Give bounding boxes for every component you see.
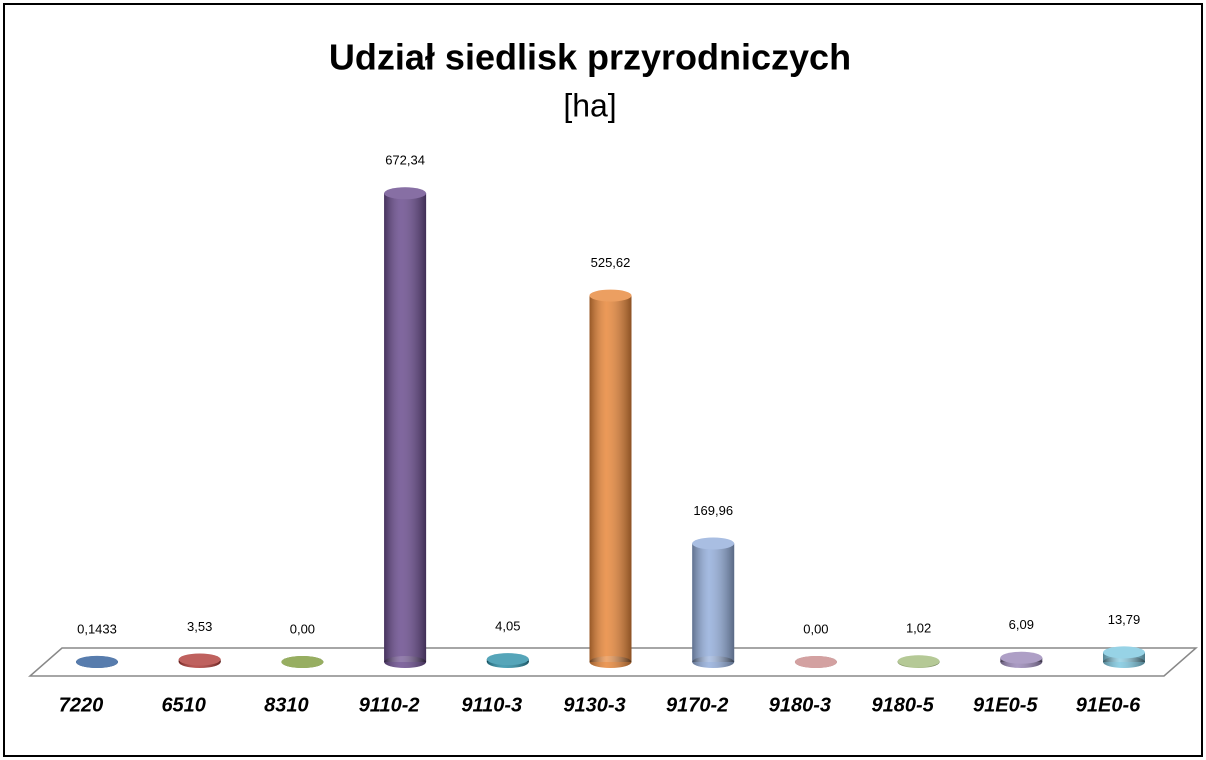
bar-body-shade [589, 295, 632, 662]
bar-top [384, 187, 427, 200]
bar [794, 656, 837, 668]
bar [1000, 651, 1043, 668]
bar-body-shade [384, 193, 427, 663]
bar-top-light [1103, 646, 1145, 659]
bar-top-light [589, 289, 632, 302]
bar [178, 653, 221, 668]
bar-top-light [178, 653, 221, 666]
value-label: 6,09 [1009, 617, 1034, 632]
x-tick-label: 9130-3 [563, 694, 625, 716]
bar-top-light [384, 187, 427, 200]
chart-title: Udział siedlisk przyrodniczych [329, 37, 851, 78]
bar [589, 289, 632, 668]
x-tick-label: 9110-3 [461, 694, 522, 716]
bar [384, 187, 427, 668]
bar-top-light [76, 655, 118, 668]
x-tick-label: 9110-2 [359, 694, 420, 716]
bar [486, 653, 529, 668]
bar-top [692, 537, 735, 550]
bar-body-shade [692, 543, 735, 662]
bar-top [1103, 646, 1145, 659]
x-tick-label: 91E0-5 [973, 694, 1038, 716]
bar-top [1000, 651, 1043, 664]
x-tick-label: 91E0-6 [1076, 694, 1141, 716]
bar-top-light [897, 655, 940, 668]
x-tick-label: 9170-2 [666, 694, 728, 716]
x-tick-label: 9180-3 [769, 694, 831, 716]
bar-top-light [486, 653, 529, 666]
bar-top [486, 653, 529, 666]
bar-top-light [281, 656, 324, 668]
bar-top-light [692, 537, 735, 550]
bar-top [897, 655, 940, 668]
value-label: 0,00 [803, 621, 828, 636]
bar-top [281, 656, 324, 668]
bar-top [76, 655, 118, 668]
value-label: 169,96 [693, 503, 733, 518]
bar [897, 655, 940, 668]
value-label: 672,34 [385, 153, 425, 168]
bar-top [178, 653, 221, 666]
value-label: 525,62 [591, 255, 631, 270]
bar [76, 655, 118, 668]
chart-subtitle: [ha] [563, 87, 616, 123]
x-tick-label: 6510 [161, 694, 206, 716]
x-tick-label: 8310 [264, 694, 309, 716]
value-label: 4,05 [495, 619, 520, 634]
bar-top-light [794, 656, 837, 668]
x-tick-label: 7220 [59, 694, 104, 716]
bar [692, 537, 735, 668]
bar-top-light [1000, 651, 1043, 664]
value-label: 0,00 [290, 621, 315, 636]
value-label: 0,1433 [77, 621, 117, 636]
x-tick-label: 9180-5 [871, 694, 934, 716]
bar-top [589, 289, 632, 302]
value-label: 3,53 [187, 619, 212, 634]
bar [281, 656, 324, 668]
value-label: 1,02 [906, 621, 931, 636]
bar-top [794, 656, 837, 668]
value-label: 13,79 [1108, 612, 1141, 627]
bar [1103, 646, 1145, 668]
